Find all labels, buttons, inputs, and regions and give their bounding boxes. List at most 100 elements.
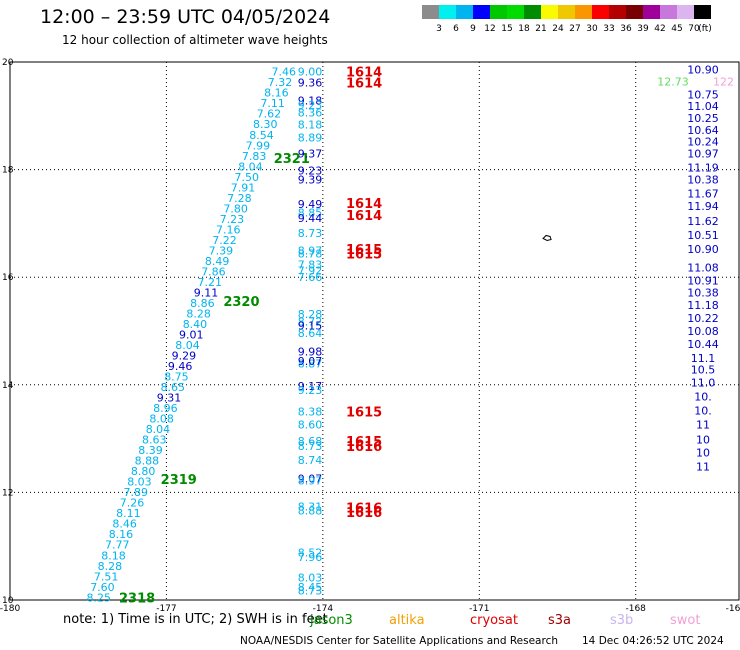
swh-value: 7.77 (105, 539, 130, 552)
pass-label: 1615 (346, 248, 382, 263)
colorbar-swatch (439, 5, 456, 19)
swh-value: 10.38 (687, 173, 719, 186)
swh-value: 7.23 (220, 213, 245, 226)
swh-value: 8.85 (298, 207, 323, 220)
colorbar-swatch (575, 5, 592, 19)
swh-value: 11.0 (691, 377, 716, 390)
x-tick-label: -168 (625, 604, 646, 614)
swh-value: 9.23 (298, 165, 323, 178)
pass-label: 1614 (346, 76, 382, 91)
colorbar-label: 39 (637, 24, 649, 34)
swh-value: 10.25 (687, 112, 719, 125)
y-tick-label: 12 (2, 488, 13, 498)
x-tick-label: -16 (726, 604, 740, 614)
swh-value: 8.97 (298, 475, 323, 488)
swh-value: 8.65 (161, 381, 186, 394)
swh-value: 10.75 (687, 88, 719, 101)
legend-jason3: jason3 (310, 613, 353, 628)
colorbar-label: 12 (484, 24, 495, 34)
swh-value: 8.68 (298, 435, 323, 448)
colorbar-swatch (643, 5, 660, 19)
swh-value: 8.88 (298, 505, 323, 518)
colorbar-swatch (694, 5, 711, 19)
swh-value: 8.25 (87, 591, 112, 604)
swh-value: 10 (696, 447, 710, 460)
swh-value: 8.46 (112, 518, 137, 531)
colorbar-swatch (490, 5, 507, 19)
swh-value: 10.24 (687, 136, 719, 149)
swh-value: 8.18 (101, 549, 126, 562)
colorbar-unit: (ft) (698, 24, 712, 34)
swh-value: 9.36 (298, 76, 323, 89)
swh-value: 8.86 (190, 297, 215, 310)
swh-value: 8.54 (249, 129, 274, 142)
swh-value: 8.28 (186, 307, 211, 320)
swh-value: 8.64 (298, 327, 323, 340)
swh-value: 10.08 (687, 325, 719, 338)
swh-value: 10.44 (687, 338, 719, 351)
colorbar-label: 21 (535, 24, 546, 34)
swh-value: 9.39 (298, 173, 323, 186)
swh-value: 7.28 (227, 192, 252, 205)
colorbar-swatch (592, 5, 609, 19)
swh-value: 9.00 (298, 66, 323, 79)
swh-value: 9.98 (298, 345, 323, 358)
pass-label: 1614 (346, 197, 382, 212)
x-tick-label: -171 (469, 604, 489, 614)
swh-value: 8.36 (298, 107, 323, 120)
swh-value: 9.18 (298, 95, 323, 108)
swh-value: 7.62 (257, 108, 282, 121)
legend-cryosat: cryosat (470, 613, 518, 628)
y-tick-label: 10 (2, 596, 14, 606)
swh-value: 8.18 (298, 118, 323, 131)
swh-value: 7.39 (209, 244, 234, 257)
legend-swot: swot (670, 613, 701, 628)
swh-value: 10.91 (687, 274, 719, 287)
swh-value: 9.29 (172, 350, 197, 363)
swh-value: 8.03 (127, 476, 152, 489)
swh-value: 8.45 (298, 581, 323, 594)
swh-value: 7.91 (231, 181, 256, 194)
colorbar-swatch (541, 5, 558, 19)
colorbar-swatch (524, 5, 541, 19)
swh-value: 7.99 (246, 139, 271, 152)
swh-value: 8.73 (298, 440, 323, 453)
swh-value: 7.46 (272, 66, 297, 79)
swh-value: 8.87 (298, 357, 323, 370)
swh-value: 8.49 (205, 255, 230, 268)
swh-value: 11.94 (687, 200, 719, 213)
colorbar-swatch (507, 5, 524, 19)
swh-value: 8.04 (238, 160, 263, 173)
colorbar-swatch (456, 5, 473, 19)
swh-value: 10.38 (687, 286, 719, 299)
swh-value: 8.16 (109, 528, 134, 541)
colorbar-label: 33 (603, 24, 614, 34)
swh-value: 10.90 (687, 64, 719, 77)
swh-value: 11.1 (691, 352, 716, 365)
pass-label: 1615 (346, 243, 382, 258)
swh-value: 8.60 (298, 419, 323, 432)
swh-value: 8.96 (153, 402, 178, 415)
colorbar-label: 27 (569, 24, 580, 34)
swh-value: 7.86 (201, 265, 226, 278)
y-tick-label: 14 (2, 381, 14, 391)
swh-value: 122 (713, 75, 734, 88)
swh-value: 9.46 (168, 360, 193, 373)
swh-value: 9.31 (157, 392, 182, 405)
swh-value: 8.74 (298, 454, 323, 467)
colorbar-swatch (473, 5, 490, 19)
swh-value: 8.75 (164, 371, 189, 384)
swh-value: 9.49 (298, 198, 323, 211)
swh-value: 8.04 (175, 339, 200, 352)
swh-value: 11.19 (687, 161, 719, 174)
swh-value: 10. (694, 391, 712, 404)
swh-value: 9.07 (298, 355, 323, 368)
swh-value: 9.01 (179, 328, 204, 341)
plot-frame (9, 61, 740, 601)
swh-value: 8.78 (298, 248, 323, 261)
colorbar-label: 6 (453, 24, 459, 34)
swh-value: 9.44 (298, 212, 323, 225)
map-title: 12:00 – 23:59 UTC 04/05/2024 (40, 6, 331, 28)
swh-value: 7.21 (198, 276, 223, 289)
